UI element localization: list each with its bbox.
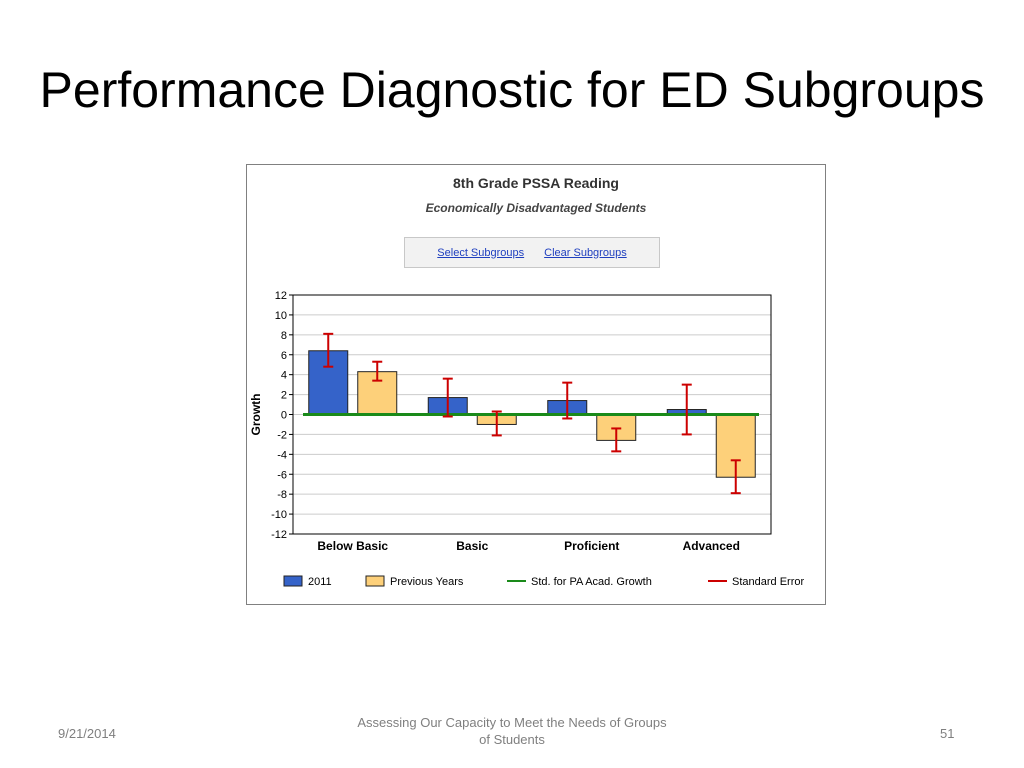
select-subgroups-link[interactable]: Select Subgroups [437, 246, 525, 259]
plot-area [292, 294, 772, 535]
y-tick-label: 2 [281, 390, 287, 402]
legend-previous-years-label: Previous Years [390, 576, 464, 588]
legend-2011-swatch [283, 575, 303, 587]
y-tick-label: -12 [271, 529, 287, 541]
clear-subgroups-link[interactable]: Clear Subgroups [544, 246, 627, 259]
y-tick-label: -4 [277, 449, 287, 461]
x-category-label: Proficient [564, 539, 619, 553]
x-category-label: Basic [456, 539, 488, 553]
x-category-label: Advanced [683, 539, 740, 553]
y-tick-label: -2 [277, 429, 287, 441]
legend-previous-years-swatch [365, 575, 385, 587]
footer-date: 9/21/2014 [58, 726, 116, 741]
page-number: 51 [940, 726, 955, 741]
y-tick-label: -10 [271, 509, 287, 521]
y-axis-label: Growth [249, 394, 263, 436]
chart-panel: 8th Grade PSSA Reading Economically Disa… [246, 164, 826, 605]
legend-standard-error-label: Standard Error [732, 576, 804, 588]
x-category-label: Below Basic [317, 539, 388, 553]
y-tick-label: -8 [277, 489, 287, 501]
y-tick-label: 4 [281, 370, 287, 382]
chart-title: 8th Grade PSSA Reading [453, 175, 619, 191]
y-tick-label: 12 [275, 290, 287, 302]
slide-title: Performance Diagnostic for ED Subgroups [39, 62, 985, 118]
y-tick-label: 0 [281, 410, 287, 422]
footer-title: Assessing Our Capacity to Meet the Needs… [357, 715, 667, 747]
bar-chart: 12 10 8 6 4 2 0 -2 -4 -6 -8 -10 -12 Growth Below Basic… [249, 290, 804, 588]
legend-growth-standard-label: Std. for PA Acad. Growth [531, 576, 652, 588]
legend-2011-label: 2011 [308, 576, 332, 588]
y-tick-label: 8 [281, 330, 287, 342]
chart-subtitle: Economically Disadvantaged Students [425, 201, 647, 215]
y-tick-label: 6 [281, 350, 287, 362]
y-tick-label: 10 [275, 310, 287, 322]
subgroup-controls: Select Subgroups Clear Subgroups [404, 237, 660, 268]
y-tick-label: -6 [277, 469, 287, 481]
